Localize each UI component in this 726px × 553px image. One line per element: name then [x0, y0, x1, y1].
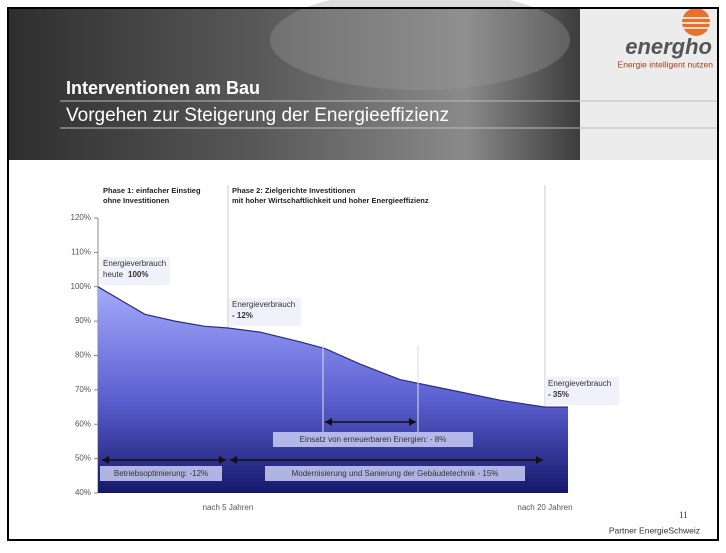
- x-tick-label: nach 5 Jahren: [203, 503, 254, 512]
- phase-subtitle: mit hoher Wirtschaftlichkeit und hoher E…: [232, 196, 429, 205]
- arrow-head: [325, 418, 332, 426]
- tagline: Energie intelligent nutzen: [618, 59, 714, 69]
- x-tick-label: nach 20 Jahren: [517, 503, 572, 512]
- area-line: [97, 286, 568, 408]
- annotation-value: - 35%: [548, 390, 569, 399]
- annotation-value: - 12%: [232, 311, 253, 320]
- annotation-value: 100%: [128, 270, 148, 279]
- phase-subtitle: ohne Investitionen: [103, 196, 170, 205]
- arrow-head: [409, 418, 416, 426]
- phase-title: Phase 1: einfacher Einstieg: [103, 186, 201, 195]
- y-tick-label: 110%: [71, 247, 91, 256]
- annotation-box: [229, 298, 301, 326]
- y-tick-label: 50%: [75, 454, 91, 463]
- slide-subtitle: Vorgehen zur Steigerung der Energieeffiz…: [66, 105, 449, 126]
- y-tick-label: 80%: [75, 351, 91, 360]
- plug-shape: [270, 0, 570, 90]
- measure-label: Betriebsoptimierung: -12%: [114, 469, 208, 478]
- measure-label: Einsatz von erneuerbaren Energien: - 8%: [300, 435, 447, 444]
- partner-text: Partner EnergieSchweiz: [609, 525, 700, 535]
- slide-title: Interventionen am Bau: [66, 78, 260, 98]
- arrow-head: [102, 456, 109, 464]
- y-tick-label: 60%: [75, 419, 91, 428]
- measure-box: [100, 466, 222, 481]
- arrow-head: [230, 456, 237, 464]
- arrow-head: [536, 456, 543, 464]
- slide-frame: [7, 7, 719, 541]
- page-number: 11: [679, 510, 688, 520]
- arrow-head: [219, 456, 226, 464]
- annotation-text: Energieverbrauch: [232, 300, 295, 309]
- annotation-box: [545, 377, 619, 405]
- annotation-text: Energieverbrauch: [548, 379, 611, 388]
- annotation-text: heute: [103, 270, 124, 279]
- y-tick-label: 90%: [75, 316, 91, 325]
- y-tick-label: 100%: [71, 282, 91, 291]
- phase-title: Phase 2: Zielgerichte Investitionen: [232, 186, 356, 195]
- measure-box: [273, 432, 473, 447]
- measure-label: Modernisierung und Sanierung der Gebäude…: [292, 469, 499, 478]
- y-tick-label: 70%: [75, 385, 91, 394]
- logo-icon: [682, 8, 710, 36]
- measure-box: [265, 466, 525, 481]
- annotation-text: Energieverbrauch: [103, 259, 166, 268]
- header-image: [8, 8, 580, 160]
- logo-text: energho: [625, 34, 712, 59]
- logo-stripes: [682, 17, 710, 29]
- y-tick-label: 120%: [71, 213, 91, 222]
- y-tick-label: 40%: [75, 488, 91, 497]
- annotation-box: [100, 257, 170, 285]
